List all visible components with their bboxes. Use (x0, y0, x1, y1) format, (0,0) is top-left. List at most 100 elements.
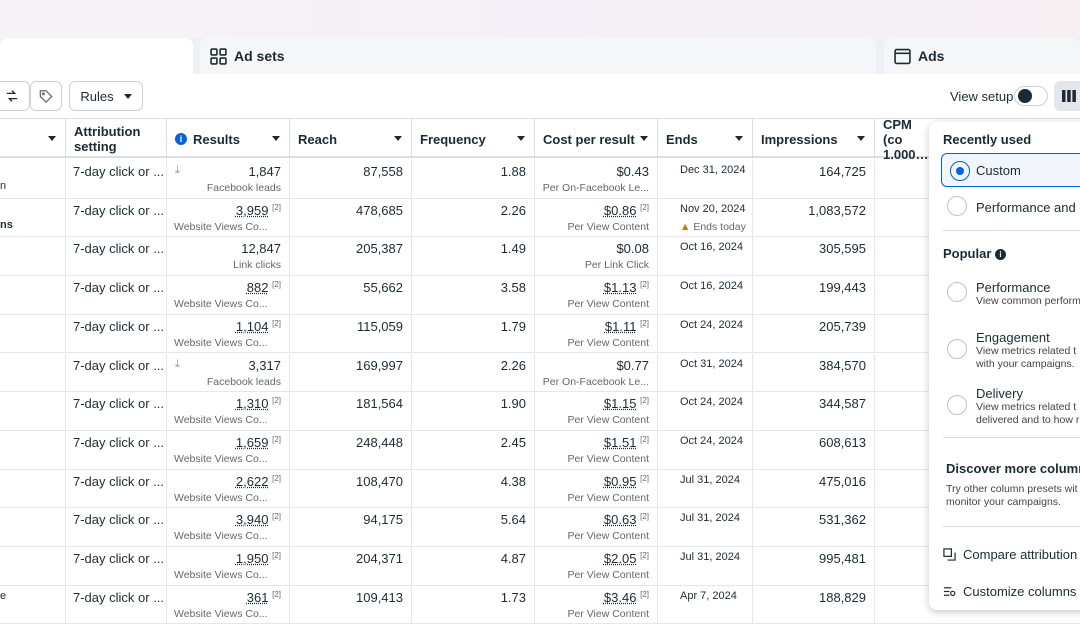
results-cell[interactable]: 1,104 [2] Website Views Co... (167, 315, 290, 353)
table-row[interactable]: 7-day click or ... 1,310 [2] Website Vie… (0, 392, 1080, 431)
table-row[interactable]: 7-day click or ... 1,659 [2] Website Vie… (0, 431, 1080, 470)
cpm-cell (875, 547, 935, 585)
name-cell[interactable]: ns (0, 199, 66, 237)
attribution-cell: 7-day click or ... (66, 199, 167, 237)
engagement-radio[interactable] (947, 339, 967, 359)
table-row[interactable]: 7-day click or ... 1,104 [2] Website Vie… (0, 315, 1080, 354)
results-cell[interactable]: 2,622 [2] Website Views Co... (167, 470, 290, 508)
compare-icon (943, 548, 956, 561)
level-tabs: Ad sets Ads (0, 38, 1080, 74)
column-header-name[interactable] (0, 119, 66, 159)
cost-per-result-cell[interactable]: $0.63 [2] Per View Content (535, 508, 658, 546)
results-cell[interactable]: 882 [2] Website Views Co... (167, 276, 290, 314)
column-header-cost-per-result[interactable]: Cost per result (535, 119, 658, 159)
performance-label[interactable]: Performance (976, 280, 1050, 295)
cpm-cell (875, 199, 935, 237)
results-cell[interactable]: 3,959 [2] Website Views Co... (167, 199, 290, 237)
compare-attribution-button[interactable]: Compare attribution s (943, 547, 1080, 562)
tab-ads[interactable]: Ads (884, 38, 1080, 74)
view-setup-toggle[interactable] (1014, 86, 1048, 106)
delivery-label[interactable]: Delivery (976, 386, 1023, 401)
name-cell[interactable] (0, 276, 66, 314)
ends-cell: Oct 16, 2024 (658, 237, 753, 275)
name-cell[interactable] (0, 237, 66, 275)
table-row[interactable]: 7-day click or ... 2,622 [2] Website Vie… (0, 470, 1080, 509)
table-row[interactable]: 7-day click or ... ⤓ 3,317 Facebook lead… (0, 354, 1080, 393)
table-row[interactable]: 7-day click or ... 3,940 [2] Website Vie… (0, 508, 1080, 547)
rules-button[interactable]: Rules (69, 81, 143, 111)
name-cell[interactable] (0, 470, 66, 508)
name-cell[interactable] (0, 547, 66, 585)
delivery-radio[interactable] (947, 395, 967, 415)
tab-campaigns[interactable] (0, 38, 193, 74)
performance-radio[interactable] (947, 282, 967, 302)
results-cell[interactable]: 3,940 [2] Website Views Co... (167, 508, 290, 546)
cost-per-result-cell[interactable]: $1.51 [2] Per View Content (535, 431, 658, 469)
cost-per-result-cell[interactable]: $0.08 Per Link Click (535, 237, 658, 275)
column-header-results[interactable]: i Results (167, 119, 290, 159)
name-cell[interactable]: n (0, 160, 66, 198)
delivery-description-1: View metrics related t (976, 401, 1076, 414)
cost-per-result-cell[interactable]: $2.05 [2] Per View Content (535, 547, 658, 585)
attribution-cell: 7-day click or ... (66, 237, 167, 275)
preset-custom[interactable]: Custom (941, 153, 1080, 187)
name-cell[interactable] (0, 354, 66, 392)
cost-per-result-cell[interactable]: $0.77 Per On-Facebook Le... (535, 354, 658, 392)
table-row[interactable]: 7-day click or ... 12,847 Link clicks 20… (0, 237, 1080, 276)
table-row[interactable]: 7-day click or ... 882 [2] Website Views… (0, 276, 1080, 315)
cost-per-result-cell[interactable]: $0.86 [2] Per View Content (535, 199, 658, 237)
name-cell[interactable] (0, 508, 66, 546)
export-button[interactable] (0, 81, 30, 111)
column-header-frequency[interactable]: Frequency (412, 119, 535, 159)
cost-per-result-cell[interactable]: $3.46 [2] Per View Content (535, 586, 658, 624)
tab-ad-sets[interactable]: Ad sets (200, 38, 876, 74)
frequency-cell: 1.88 (412, 160, 535, 198)
results-cell[interactable]: 361 [2] Website Views Co... (167, 586, 290, 624)
attribution-cell: 7-day click or ... (66, 508, 167, 546)
download-icon: ⤓ (175, 164, 180, 177)
cpm-cell (875, 276, 935, 314)
column-header-reach[interactable]: Reach (290, 119, 412, 159)
cost-per-result-cell[interactable]: $1.13 [2] Per View Content (535, 276, 658, 314)
performance-and-clicks-label[interactable]: Performance and c (976, 200, 1080, 215)
column-presets-panel: Recently used Custom Performance and c P… (929, 122, 1080, 610)
table-row[interactable]: 7-day click or ... 1,950 [2] Website Vie… (0, 547, 1080, 586)
cost-per-result-cell[interactable]: $0.43 Per On-Facebook Le... (535, 160, 658, 198)
tag-button[interactable] (30, 81, 62, 111)
attribution-cell: 7-day click or ... (66, 470, 167, 508)
results-cell[interactable]: 1,659 [2] Website Views Co... (167, 431, 290, 469)
custom-radio[interactable] (950, 161, 970, 181)
frequency-cell: 1.73 (412, 586, 535, 624)
name-cell[interactable] (0, 431, 66, 469)
name-cell[interactable]: e (0, 586, 66, 624)
reach-cell: 204,371 (290, 547, 412, 585)
table-row[interactable]: n 7-day click or ... ⤓ 1,847 Facebook le… (0, 160, 1080, 199)
column-header-ends[interactable]: Ends (658, 119, 753, 159)
chevron-down-icon (124, 94, 132, 99)
frequency-cell: 1.79 (412, 315, 535, 353)
name-cell[interactable] (0, 392, 66, 430)
table-row[interactable]: ns 7-day click or ... 3,959 [2] Website … (0, 199, 1080, 238)
results-cell[interactable]: 1,950 [2] Website Views Co... (167, 547, 290, 585)
impressions-cell: 344,587 (753, 392, 875, 430)
columns-button[interactable] (1054, 81, 1080, 111)
results-cell[interactable]: 12,847 Link clicks (167, 237, 290, 275)
name-cell[interactable] (0, 315, 66, 353)
rules-label: Rules (80, 89, 113, 104)
column-header-cpm[interactable]: CPM (co 1,000… (875, 119, 935, 159)
customize-columns-button[interactable]: Customize columns (943, 584, 1076, 599)
results-cell[interactable]: 1,310 [2] Website Views Co... (167, 392, 290, 430)
column-header-impressions[interactable]: Impressions (753, 119, 875, 159)
cost-per-result-cell[interactable]: $0.95 [2] Per View Content (535, 470, 658, 508)
engagement-label[interactable]: Engagement (976, 330, 1050, 345)
results-cell[interactable]: ⤓ 1,847 Facebook leads (167, 160, 290, 198)
column-header-attribution[interactable]: Attribution setting (66, 119, 167, 159)
cost-per-result-cell[interactable]: $1.11 [2] Per View Content (535, 315, 658, 353)
results-cell[interactable]: ⤓ 3,317 Facebook leads (167, 354, 290, 392)
frequency-cell: 3.58 (412, 276, 535, 314)
performance-and-clicks-radio[interactable] (947, 196, 967, 216)
impressions-cell: 305,595 (753, 237, 875, 275)
table-row[interactable]: e 7-day click or ... 361 [2] Website Vie… (0, 586, 1080, 625)
cost-per-result-cell[interactable]: $1.15 [2] Per View Content (535, 392, 658, 430)
reach-cell: 205,387 (290, 237, 412, 275)
